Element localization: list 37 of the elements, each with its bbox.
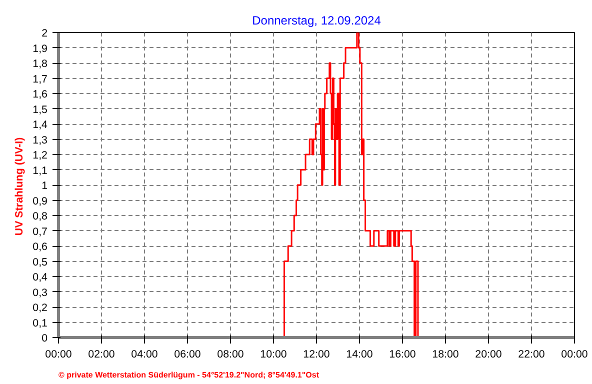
x-tick-label: 16:00 [389, 348, 416, 360]
x-tick-label: 22:00 [518, 348, 545, 360]
y-tick-label: 0 [42, 332, 48, 344]
x-tick-label: 20:00 [475, 348, 502, 360]
y-tick-label: 0,2 [32, 302, 48, 314]
y-tick-label: 1,4 [32, 119, 48, 131]
x-tick-label: 08:00 [217, 348, 244, 360]
x-tick-label: 12:00 [303, 348, 330, 360]
y-tick-label: 0,9 [32, 195, 48, 208]
x-tick-label: 18:00 [432, 348, 459, 360]
y-tick-label: 1,1 [32, 164, 48, 177]
y-tick-label: 0,3 [32, 286, 48, 299]
y-tick-label: 0,6 [32, 241, 48, 253]
y-tick-label: 0,1 [32, 317, 48, 330]
y-tick-label: 1,5 [32, 104, 48, 116]
y-tick-label: 1,9 [32, 42, 48, 55]
x-tick-label: 10:00 [260, 348, 287, 360]
y-tick-label: 1 [42, 180, 48, 192]
x-tick-label: 06:00 [174, 348, 201, 360]
y-tick-label: 1,7 [32, 73, 48, 86]
x-tick-label: 14:00 [346, 348, 373, 360]
y-tick-label: 0,4 [32, 272, 48, 284]
x-tick-label: 02:00 [88, 348, 115, 360]
y-tick-label: 0,8 [32, 210, 48, 222]
y-tick-label: 2 [42, 28, 48, 40]
y-tick-label: 1,8 [32, 58, 48, 70]
y-tick-label: 1,2 [32, 150, 48, 162]
text: © private Wetterstation Süderlügum - 54°52'19.2"Nord; 8°54'49.1"Ost [58, 370, 320, 380]
chart-title: Donnerstag, 12.09.2024 [252, 14, 382, 28]
y-tick-label: 1,3 [32, 134, 48, 146]
y-axis-title: UV Strahlung (UV-I) [14, 136, 26, 236]
y-tick-label: 1,6 [32, 88, 48, 100]
x-tick-label: 00:00 [45, 348, 72, 360]
y-tick-label: 0,7 [32, 226, 48, 238]
y-tick-label: 0,5 [32, 256, 48, 268]
x-tick-label: 04:00 [131, 348, 158, 360]
x-tick-label: 00:00 [561, 348, 588, 360]
